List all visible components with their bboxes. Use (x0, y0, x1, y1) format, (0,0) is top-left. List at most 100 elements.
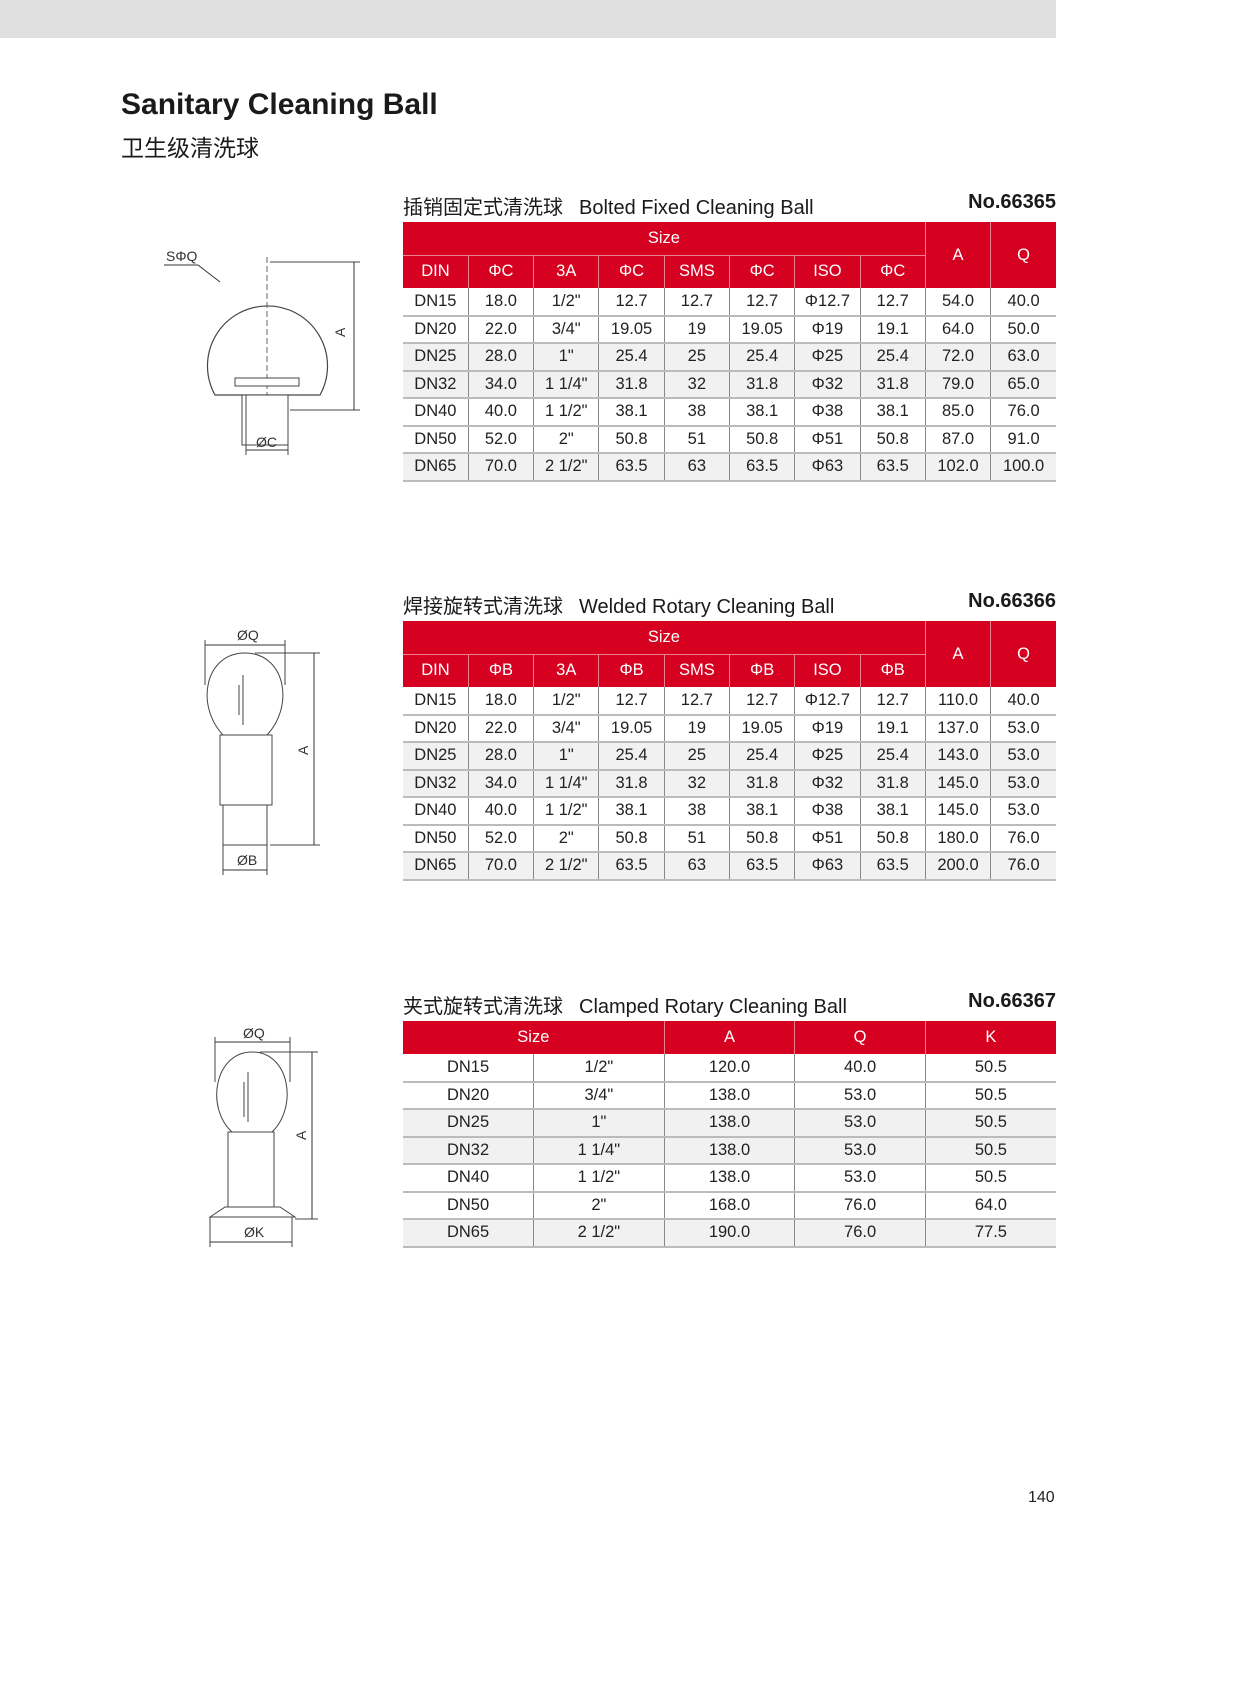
table-cell: 12.7 (859, 687, 926, 716)
diameter-label: ØK (244, 1224, 265, 1240)
column-header: SMS (663, 254, 730, 288)
table-cell: 65.0 (990, 370, 1056, 399)
table-cell: 40.0 (467, 797, 534, 826)
table-cell: 40.0 (467, 398, 534, 427)
diameter-label: ØC (256, 434, 277, 450)
column-header: 3A (533, 254, 599, 288)
table-cell: 1/2" (533, 1054, 665, 1083)
table-cell: Φ12.7 (794, 288, 861, 317)
table-cell: 63.5 (859, 453, 926, 482)
table-cell: 54.0 (924, 288, 991, 317)
section-bolted: 插销固定式清洗球 Bolted Fixed Cleaning Ball No.66… (403, 191, 1056, 482)
height-label: A (295, 745, 311, 755)
table-cell: 31.8 (728, 769, 795, 798)
table-cell: DN25 (403, 343, 469, 372)
column-header: Q (794, 1021, 926, 1054)
table-cell: Φ12.7 (794, 687, 861, 716)
table-cell: 28.0 (467, 343, 534, 372)
table-cell: 64.0 (924, 1191, 1056, 1220)
table-cell: 63.5 (598, 453, 665, 482)
section-heading: 插销固定式清洗球 Bolted Fixed Cleaning Ball No.66… (403, 191, 1056, 219)
table-row: DN40 40.0 1 1/2" 38.1 38 38.1 Φ38 38.1 85.0 76.0 (403, 398, 1056, 427)
welded-ball-drawing: ØQ ØB A (204, 627, 320, 875)
table-cell: 2" (533, 1191, 665, 1220)
table-cell: Φ51 (794, 425, 861, 454)
table-cell: 50.8 (598, 425, 665, 454)
table-cell: 53.0 (794, 1081, 926, 1110)
section-title-cn: 夹式旋转式清洗球 (403, 996, 563, 1018)
table-cell: 1 1/2" (533, 398, 599, 427)
table-cell: 200.0 (924, 852, 991, 881)
table-cell: 100.0 (990, 453, 1056, 482)
table-cell: 12.7 (728, 288, 795, 317)
table-cell: 3/4" (533, 714, 599, 743)
column-header: Size (403, 1021, 665, 1054)
table-cell: Φ38 (794, 797, 861, 826)
table-row: DN15 18.0 1/2" 12.7 12.7 12.7 Φ12.7 12.7 54.0 40.… (403, 288, 1056, 317)
table-cell: 50.5 (924, 1081, 1056, 1110)
table-cell: 50.8 (859, 824, 926, 853)
table-cell: 50.5 (924, 1164, 1056, 1193)
table-cell: 76.0 (990, 824, 1056, 853)
table-cell: 51 (663, 824, 730, 853)
table-row: DN20 22.0 3/4" 19.05 19 19.05 Φ19 19.1 64.0 50.0 (403, 315, 1056, 344)
column-header: ISO (794, 653, 861, 687)
table-cell: 138.0 (663, 1164, 795, 1193)
table-cell: 70.0 (467, 852, 534, 881)
table-row: DN65 2 1/2" 190.0 76.0 77.5 (403, 1219, 1056, 1248)
table-cell: 18.0 (467, 687, 534, 716)
table-cell: 2" (533, 425, 599, 454)
product-number: No.66367 (968, 990, 1056, 1012)
table-cell: 70.0 (467, 453, 534, 482)
table-row: DN25 28.0 1" 25.4 25 25.4 Φ25 25.4 72.0 63.0 (403, 343, 1056, 372)
page-number: 140 (1028, 1489, 1055, 1506)
column-header: DIN (403, 653, 469, 687)
table-cell: 53.0 (794, 1109, 926, 1138)
table-cell: 64.0 (924, 315, 991, 344)
table-cell: 25.4 (598, 742, 665, 771)
table-cell: 50.5 (924, 1136, 1056, 1165)
table-row: DN20 3/4" 138.0 53.0 50.5 (403, 1081, 1056, 1110)
table-cell: 2 1/2" (533, 1219, 665, 1248)
table-row: DN40 40.0 1 1/2" 38.1 38 38.1 Φ38 38.1 145.0 53.0 (403, 797, 1056, 826)
table-cell: DN25 (403, 1109, 534, 1138)
table-cell: 19.1 (859, 315, 926, 344)
section-title-en: Bolted Fixed Cleaning Ball (579, 197, 814, 219)
table-cell: 25 (663, 742, 730, 771)
table-cell: 120.0 (663, 1054, 795, 1083)
table-cell: 76.0 (990, 398, 1056, 427)
table-cell: DN40 (403, 797, 469, 826)
table-cell: 143.0 (924, 742, 991, 771)
column-header: ΦC (598, 254, 665, 288)
table-cell: 40.0 (794, 1054, 926, 1083)
table-cell: 138.0 (663, 1081, 795, 1110)
table-cell: 50.0 (990, 315, 1056, 344)
product-number: No.66366 (968, 590, 1056, 612)
table-cell: 19.05 (728, 315, 795, 344)
table-cell: 25.4 (859, 742, 926, 771)
product-number: No.66365 (968, 191, 1056, 213)
table-cell: 1" (533, 343, 599, 372)
table-cell: 1 1/2" (533, 797, 599, 826)
table-cell: 19 (663, 714, 730, 743)
column-header: A (924, 621, 991, 687)
table-cell: Φ51 (794, 824, 861, 853)
table-cell: DN65 (403, 1219, 534, 1248)
table-cell: 79.0 (924, 370, 991, 399)
table-row: DN25 1" 138.0 53.0 50.5 (403, 1109, 1056, 1138)
table-cell: 76.0 (794, 1191, 926, 1220)
column-header: DIN (403, 254, 469, 288)
table-cell: 85.0 (924, 398, 991, 427)
column-header: ΦB (728, 653, 795, 687)
column-header: 3A (533, 653, 599, 687)
table-cell: 25.4 (728, 343, 795, 372)
table-cell: 2 1/2" (533, 453, 599, 482)
column-header: A (924, 222, 991, 288)
table-cell: 1" (533, 1109, 665, 1138)
table-row: DN20 22.0 3/4" 19.05 19 19.05 Φ19 19.1 137.0 53.0 (403, 714, 1056, 743)
column-header: ΦB (859, 653, 926, 687)
table-cell: Φ25 (794, 343, 861, 372)
table-cell: Φ19 (794, 315, 861, 344)
size-group-header: Size (403, 621, 926, 654)
column-header: K (924, 1021, 1056, 1054)
